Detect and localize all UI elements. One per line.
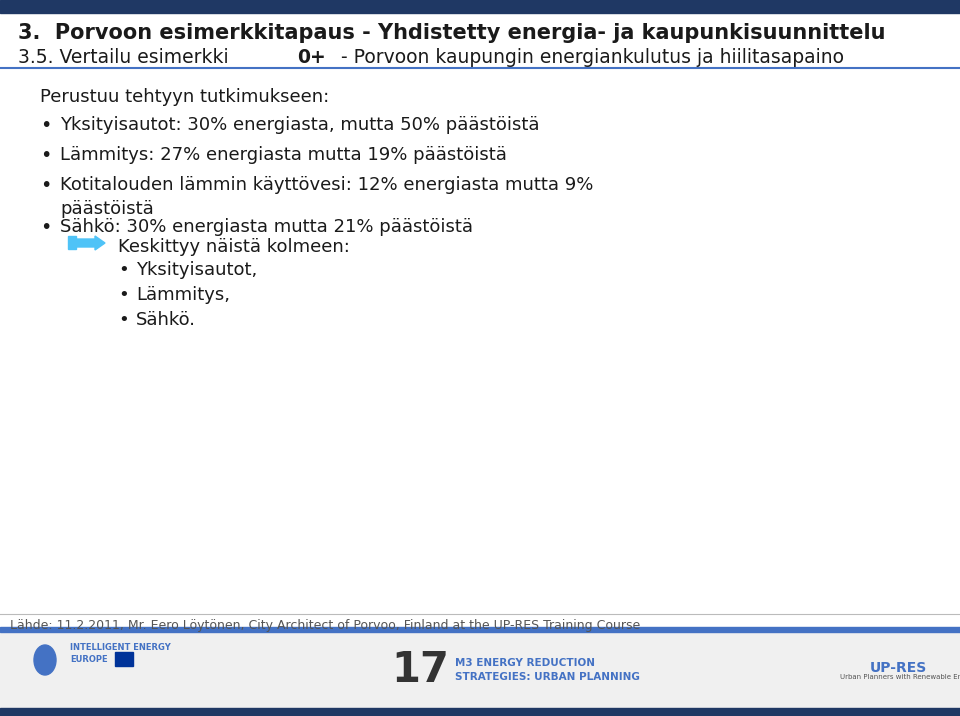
Text: Sähkö: 30% energiasta mutta 21% päästöistä: Sähkö: 30% energiasta mutta 21% päästöis… (60, 218, 473, 236)
Text: 17: 17 (391, 649, 449, 691)
Text: 0+: 0+ (298, 48, 326, 67)
Bar (0, 708, 960, 716)
Ellipse shape (34, 645, 56, 675)
Text: •: • (40, 146, 52, 165)
Text: Lämmitys: 27% energiasta mutta 19% päästöistä: Lämmitys: 27% energiasta mutta 19% pääst… (60, 146, 507, 164)
Text: •: • (40, 176, 52, 195)
Text: Kotitalouden lämmin käyttövesi: 12% energiasta mutta 9%
päästöistä: Kotitalouden lämmin käyttövesi: 12% ener… (60, 176, 593, 218)
Text: Urban Planners with Renewable Energy Skills: Urban Planners with Renewable Energy Ski… (840, 674, 960, 680)
Text: UP-RES: UP-RES (870, 661, 927, 675)
Text: Lämmitys,: Lämmitys, (136, 286, 230, 304)
Text: STRATEGIES: URBAN PLANNING: STRATEGIES: URBAN PLANNING (455, 672, 640, 682)
Text: EUROPE: EUROPE (70, 656, 108, 664)
Text: - Porvoon kaupungin energiankulutus ja hiilitasapaino: - Porvoon kaupungin energiankulutus ja h… (335, 48, 844, 67)
Bar (68, 236, 76, 249)
Text: •: • (40, 218, 52, 237)
Text: •: • (118, 311, 129, 329)
FancyArrow shape (72, 236, 105, 250)
Bar (115, 652, 133, 666)
Text: •: • (118, 261, 129, 279)
Bar (0, 627, 960, 632)
Text: Lähde: 11.2.2011, Mr. Eero Löytönen, City Architect of Porvoo, Finland at the UP: Lähde: 11.2.2011, Mr. Eero Löytönen, Cit… (10, 619, 640, 632)
Text: Perustuu tehtyyn tutkimukseen:: Perustuu tehtyyn tutkimukseen: (40, 88, 329, 106)
Text: Keskittyy näistä kolmeen:: Keskittyy näistä kolmeen: (118, 238, 349, 256)
Text: Yksityisautot,: Yksityisautot, (136, 261, 257, 279)
Text: INTELLIGENT ENERGY: INTELLIGENT ENERGY (70, 644, 171, 652)
Bar (0, 0, 960, 13)
Text: •: • (118, 286, 129, 304)
Bar (0, 628, 960, 716)
Text: M3 ENERGY REDUCTION: M3 ENERGY REDUCTION (455, 658, 595, 668)
Text: Sähkö.: Sähkö. (136, 311, 196, 329)
Text: •: • (40, 116, 52, 135)
Text: 3.5. Vertailu esimerkki: 3.5. Vertailu esimerkki (18, 48, 234, 67)
Text: Yksityisautot: 30% energiasta, mutta 50% päästöistä: Yksityisautot: 30% energiasta, mutta 50%… (60, 116, 540, 134)
Text: 3.  Porvoon esimerkkitapaus - Yhdistetty energia- ja kaupunkisuunnittelu: 3. Porvoon esimerkkitapaus - Yhdistetty … (18, 23, 885, 43)
